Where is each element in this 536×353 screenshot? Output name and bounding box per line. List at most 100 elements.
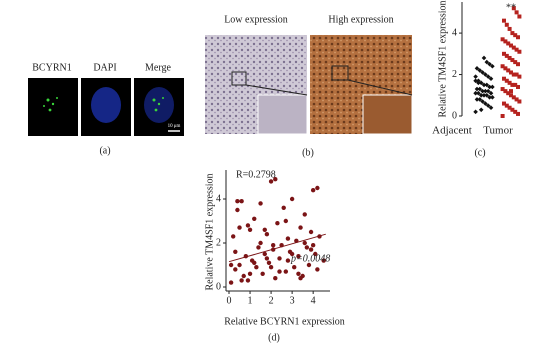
data-point xyxy=(511,45,516,50)
data-point xyxy=(487,95,492,100)
data-point xyxy=(484,59,490,65)
data-point xyxy=(500,37,505,42)
data-point xyxy=(506,91,511,96)
green-signal xyxy=(43,97,58,112)
data-point xyxy=(484,92,490,98)
data-point xyxy=(228,262,234,268)
x-tick-label: 0 xyxy=(227,295,232,306)
data-point xyxy=(298,225,303,230)
data-point xyxy=(233,267,238,272)
data-point xyxy=(490,95,495,100)
data-point xyxy=(235,199,240,204)
data-point xyxy=(504,22,509,27)
data-point xyxy=(474,86,480,92)
x-tick-label: Tumor xyxy=(483,125,513,137)
data-point xyxy=(483,101,488,106)
data-point xyxy=(310,243,316,248)
data-point xyxy=(487,84,492,90)
data-point xyxy=(516,84,520,89)
regression-line xyxy=(228,233,326,263)
data-point xyxy=(476,90,481,96)
panel-caption: (b) xyxy=(302,147,314,158)
data-point xyxy=(252,216,257,221)
data-point xyxy=(506,41,511,46)
data-point xyxy=(289,251,295,257)
data-point xyxy=(514,47,519,52)
scale-label: 10 μm xyxy=(168,124,181,129)
data-point xyxy=(478,92,484,98)
data-point xyxy=(504,53,509,58)
data-point xyxy=(502,51,506,56)
data-point xyxy=(517,74,522,79)
image-label: BCYRN1 xyxy=(32,62,71,73)
data-point xyxy=(241,273,246,279)
data-point xyxy=(485,88,491,94)
data-point xyxy=(474,97,480,102)
data-point xyxy=(306,262,312,268)
inset xyxy=(362,94,413,135)
data-point xyxy=(507,80,512,85)
data-point xyxy=(313,251,318,257)
data-point xyxy=(289,196,295,202)
data-point xyxy=(483,88,488,94)
data-point xyxy=(490,63,495,69)
data-point xyxy=(517,14,522,19)
data-point xyxy=(477,86,483,92)
data-point xyxy=(302,212,307,217)
data-point xyxy=(258,201,263,206)
data-point xyxy=(485,103,491,108)
data-point xyxy=(506,68,511,73)
data-point xyxy=(298,276,303,281)
data-point xyxy=(308,229,314,235)
image-label: High expression xyxy=(328,14,393,25)
panel-b: Low expression High expression (b) xyxy=(205,14,413,158)
data-point xyxy=(321,258,326,263)
data-point xyxy=(228,280,234,285)
data-point xyxy=(473,74,478,79)
data-point xyxy=(510,31,515,36)
data-point xyxy=(488,105,494,111)
significance: ** xyxy=(506,2,516,13)
data-point xyxy=(283,218,289,224)
data-point xyxy=(302,240,307,246)
data-point xyxy=(510,82,515,87)
data-point xyxy=(478,80,484,86)
data-point xyxy=(480,70,485,75)
zoom-line xyxy=(245,84,308,96)
data-point xyxy=(516,62,520,67)
data-point xyxy=(485,74,491,79)
data-point xyxy=(507,55,512,60)
y-tick-label: 2 xyxy=(452,69,457,80)
data-point xyxy=(513,33,518,38)
y-axis-label: Relative TM4SF1 expression xyxy=(437,0,448,117)
y-tick-label: 0 xyxy=(216,281,221,292)
data-point xyxy=(264,256,270,261)
data-point xyxy=(268,265,274,270)
data-point xyxy=(237,225,242,230)
data-point xyxy=(481,92,487,98)
data-point xyxy=(292,265,297,270)
y-axis-label: Relative TM4SF1 expression xyxy=(204,173,215,290)
data-point xyxy=(273,276,278,281)
data-point xyxy=(245,223,251,228)
data-point xyxy=(262,251,267,257)
data-point xyxy=(513,109,518,114)
green-signal xyxy=(152,97,164,112)
data-point xyxy=(517,99,522,104)
zoom-box xyxy=(331,65,349,81)
data-point xyxy=(507,105,512,110)
y-tick-label: 4 xyxy=(452,27,457,38)
data-point xyxy=(283,269,289,274)
data-point xyxy=(285,258,291,263)
data-point xyxy=(256,245,261,250)
x-axis-label: Relative BCYRN1 expression xyxy=(224,316,345,327)
annotation: R=0.2798 xyxy=(236,169,276,180)
data-point xyxy=(511,95,516,100)
data-point xyxy=(484,82,490,88)
data-point xyxy=(502,101,506,106)
data-point xyxy=(509,70,513,75)
data-point xyxy=(277,256,282,261)
data-point xyxy=(500,87,505,92)
x-tick-label: 3 xyxy=(290,295,295,306)
data-point xyxy=(510,58,515,63)
